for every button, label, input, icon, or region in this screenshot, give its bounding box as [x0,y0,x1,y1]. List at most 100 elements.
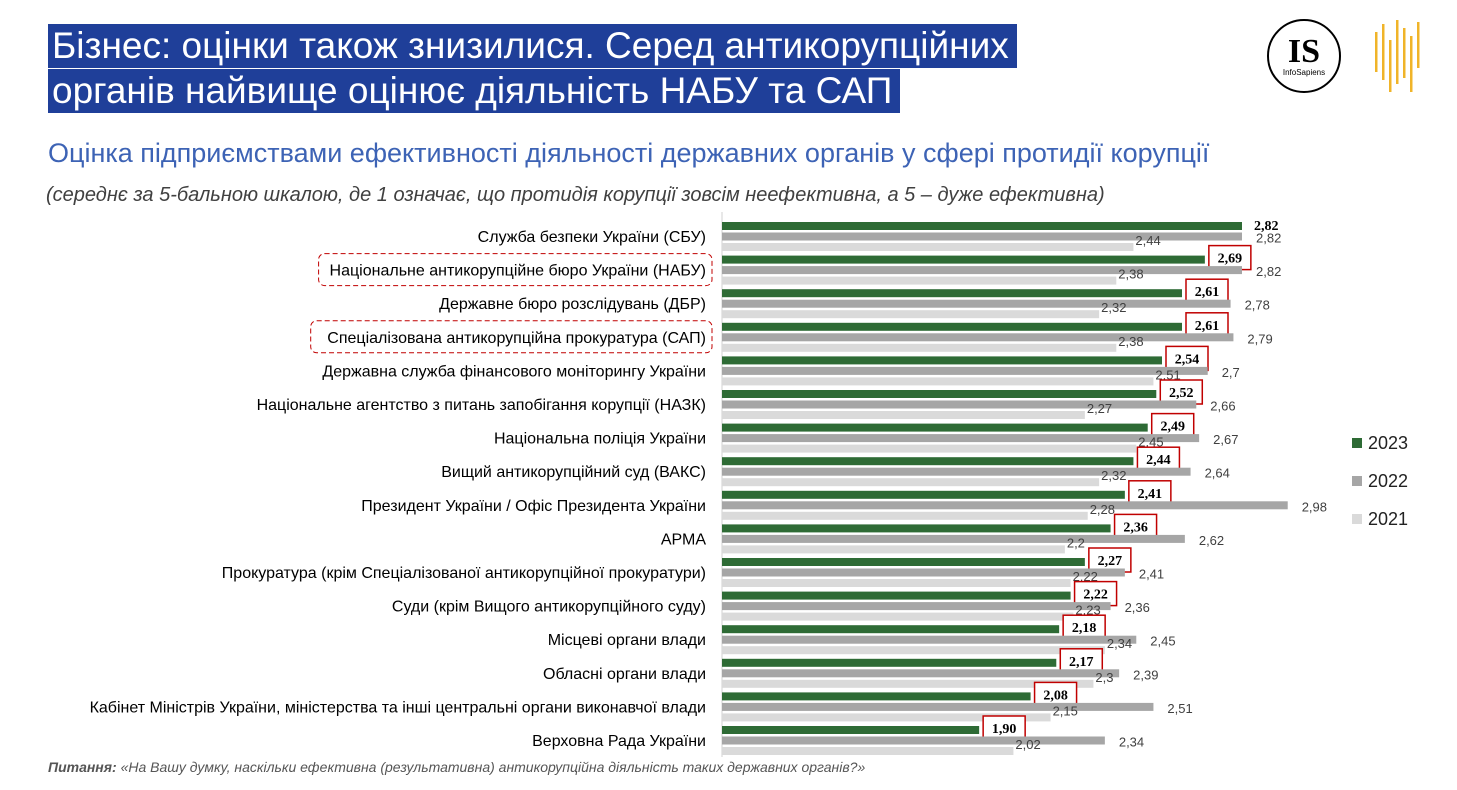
logo-subtext: InfoSapiens [1283,68,1325,77]
data-label-box-2023 [1136,446,1181,472]
data-label-box-2023 [1159,379,1204,405]
bar-2021 [722,747,1014,755]
category-label: АРМА [661,531,706,548]
category-label: Державна служба фінансового моніторингу … [322,363,706,380]
legend-label-2022: 2022 [1368,470,1409,491]
bar-2022 [722,669,1120,678]
data-label-2022: 2,45 [1150,634,1175,649]
data-label-box-2023 [982,715,1026,741]
category-label: Суди (крім Вищого антикорупційного суду) [392,599,706,616]
question-footnote: Питання: «На Вашу думку, наскільки ефект… [48,759,865,775]
legend-label-2021: 2021 [1368,508,1409,529]
bar-2022 [722,534,1185,543]
category-label: Обласні органи влади [543,666,706,683]
data-label-2022: 2,36 [1125,600,1150,615]
data-label-2023: 2,82 [1254,219,1279,234]
data-label-2021: 2,38 [1118,334,1143,349]
data-label-2022: 2,67 [1213,432,1238,447]
bar-2022 [722,366,1208,375]
bar-2021 [722,646,1105,655]
bar-2022 [722,299,1231,308]
data-label-2022: 2,62 [1199,533,1224,548]
bar-2021 [722,713,1051,722]
bar-2023 [722,289,1182,298]
bar-2023 [722,591,1071,600]
data-label-2022: 2,98 [1302,499,1327,514]
bar-2022 [722,434,1200,443]
data-label-2023: 2,17 [1069,655,1094,670]
bar-2023 [722,625,1060,634]
bar-2021 [722,612,1074,621]
category-label: Президент України / Офіс Президента Укра… [361,498,706,515]
bar-2021 [722,511,1088,520]
title-line-2: органів найвище оцінює діяльність НАБУ т… [48,69,901,113]
bar-2023 [722,390,1157,398]
bar-2021 [722,276,1117,285]
data-label-2022: 2,34 [1119,735,1144,750]
bar-2021 [722,411,1085,419]
data-label-2021: 2,32 [1101,468,1126,483]
data-label-2023: 2,36 [1123,520,1148,535]
legend-item-2021: 2021 [1352,500,1408,538]
data-label-2022: 2,79 [1247,331,1272,346]
data-label-2023: 2,54 [1175,352,1200,367]
category-label: Вищий антикорупційний суд (ВАКС) [441,464,706,481]
category-highlight-box [318,253,713,287]
legend: 2023 2022 2021 [1352,424,1408,538]
bar-2023 [722,726,980,734]
title-line-1: Бізнес: оцінки також знизилися. Серед ан… [48,24,1017,68]
data-label-2023: 2,61 [1195,319,1220,334]
infosapiens-logo: IS InfoSapiens [1265,17,1343,100]
bar-2023 [722,423,1148,432]
data-label-2021: 2,2 [1067,535,1085,550]
bar-2022 [722,702,1154,711]
category-label: Верховна Рада України [532,733,706,750]
data-label-2022: 2,66 [1210,399,1235,414]
bar-chart: Служба безпеки України (СБУ)2,822,822,44… [90,212,1327,757]
data-label-2023: 2,27 [1098,554,1123,569]
data-label-2023: 2,22 [1083,588,1108,603]
data-label-2023: 2,08 [1043,688,1068,703]
bar-2021 [722,243,1134,251]
data-label-2023: 2,41 [1138,487,1163,502]
data-label-2022: 2,39 [1133,667,1158,682]
bar-2023 [722,457,1134,466]
data-label-box-2023 [1073,580,1118,607]
bar-2021 [722,545,1065,554]
bar-2023 [722,658,1057,667]
footnote-label: Питання: [48,759,117,775]
data-label-2021: 2,45 [1138,435,1163,450]
data-label-2023: 1,90 [992,722,1017,737]
data-label-2021: 2,32 [1101,300,1126,315]
data-label-2023: 2,44 [1146,453,1171,468]
category-label: Державне бюро розслідувань (ДБР) [439,296,706,313]
data-label-2021: 2,22 [1073,569,1098,584]
data-label-box-2023 [1208,244,1252,271]
legend-swatch-2023 [1352,438,1362,448]
legend-swatch-2021 [1352,514,1362,524]
data-label-2021: 2,51 [1155,367,1180,382]
data-label-2023: 2,49 [1160,420,1185,435]
bar-2022 [722,736,1105,745]
legend-item-2023: 2023 [1352,424,1408,462]
bar-2021 [722,377,1154,386]
bar-2023 [722,490,1125,499]
category-label: Служба безпеки України (СБУ) [478,229,706,246]
legend-item-2022: 2022 [1352,462,1408,500]
category-label: Прокуратура (крім Спеціалізованої антико… [222,565,706,582]
data-label-2021: 2,28 [1090,502,1115,517]
data-label-2023: 2,69 [1218,252,1243,267]
category-label: Місцеві органи влади [548,632,706,649]
data-label-2022: 2,41 [1139,567,1164,582]
data-label-2021: 2,38 [1118,267,1143,282]
bar-2023 [722,255,1205,264]
data-label-box-2023 [1113,513,1158,540]
bar-2022 [722,602,1111,611]
data-label-box-2023 [1128,480,1172,506]
bar-2021 [722,679,1094,688]
category-label: Спеціалізована антикорупційна прокуратур… [327,330,706,347]
data-label-box-2023 [1033,681,1078,708]
data-label-2021: 2,34 [1107,636,1132,651]
data-label-2023: 2,52 [1169,386,1194,401]
data-label-2022: 2,51 [1167,701,1192,716]
